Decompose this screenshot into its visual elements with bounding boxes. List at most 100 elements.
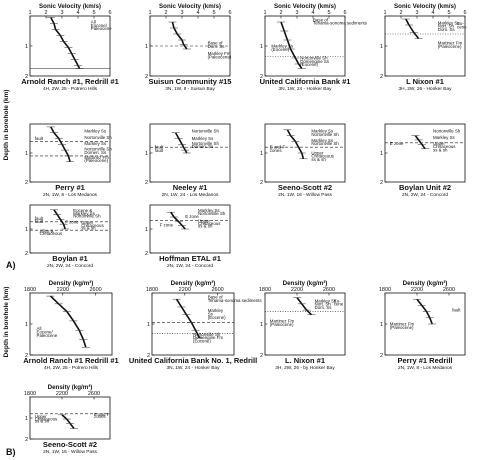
x-tick-label: 2600: [211, 287, 223, 293]
chart-annotation: Domengine Fm: [193, 335, 223, 340]
chart-12: Density (kg/m³) 1800 2200 2600 1 2 Base ofTeha…: [129, 280, 263, 371]
chart-annotation: Markley Ss: [198, 208, 221, 213]
chart-annotation: Paleocene: [37, 333, 58, 338]
series-line: [405, 18, 420, 39]
chart-3: Sonic Velocity (km/s) 1 2 3 4 5 6 1 2 Base ofTeha…: [260, 3, 368, 92]
y-tick-label: 2: [145, 251, 148, 257]
x-tick-label: 3: [180, 10, 183, 16]
y-tick-label: 2: [260, 180, 263, 186]
chart-annotation: Cretaceous: [81, 223, 104, 228]
x-tick-label: 6: [463, 10, 466, 16]
x-tick-label: 2200: [56, 391, 68, 397]
x-tick-label: 2200: [179, 287, 191, 293]
chart-title: Suisun Community #15: [149, 77, 232, 86]
x-tick-label: 5: [92, 10, 95, 16]
x-tick-label: 2: [164, 10, 167, 16]
chart-annotation: Cretaceous: [40, 231, 63, 236]
chart-annotation: Domen. Ss: [192, 144, 215, 149]
x-tick-label: 4: [76, 10, 79, 16]
y-tick-label: 2: [147, 353, 150, 359]
x-tick-label: 2600: [88, 391, 100, 397]
x-tick-label: 1800: [259, 287, 271, 293]
chart-annotation: Nortonville Sh: [193, 332, 221, 337]
chart-annotation: fault: [452, 308, 461, 313]
chart-annotation: Nortonville Sh: [300, 56, 328, 61]
plots-group: Sonic Velocity (km/s)1 2 3 4 5 612AllEocene/P…: [21, 3, 467, 455]
x-tick-label: 1: [263, 10, 266, 16]
x-tick-label: 2200: [57, 287, 69, 293]
chart-annotation: Domen. Ss: [84, 150, 107, 155]
chart-title: Boylan #1: [52, 254, 87, 263]
chart-annotation: Markley Ss: [315, 298, 338, 303]
chart-annotation: Markley Ss: [271, 44, 294, 49]
chart-title: Neeley #1: [173, 183, 208, 192]
x-tick-label: 2200: [291, 287, 303, 293]
chart-annotation: Tehama-sonoma sediments: [313, 21, 368, 26]
x-tick-label: 2: [399, 10, 402, 16]
chart-annotation: Nortonville Sh: [198, 211, 226, 216]
chart-title: Arnold Ranch #1, Redrill #1: [21, 77, 119, 86]
x-tick-label: 1800: [24, 287, 36, 293]
chart-annotation: fault: [35, 219, 44, 224]
chart-annotation: zones: [94, 414, 107, 419]
chart-annotation: cene: [334, 302, 344, 307]
chart-frame: [29, 204, 111, 254]
panel-a-label: A): [6, 260, 16, 270]
y-tick-label: 2: [260, 353, 263, 359]
series-line: [175, 298, 201, 339]
series-line: [286, 129, 305, 160]
chart-title: Seeno-Scott #2: [43, 440, 97, 449]
x-tick-label: 6: [108, 10, 111, 16]
y-tick-label: 1: [380, 322, 383, 328]
y-tick-label: 2: [145, 74, 148, 80]
chart-1: Sonic Velocity (km/s) 1 2 3 4 5 6 1 2 AllEocene/P…: [21, 3, 119, 92]
chart-annotation: cene: [457, 24, 467, 29]
series-line: [414, 135, 426, 150]
chart-13: Density (kg/m³) 1800 2200 2600 1 2 Markley SsN…: [259, 280, 346, 371]
y-tick-label: 1: [147, 322, 150, 328]
top-axis-label: Sonic Velocity (km/s): [274, 3, 336, 10]
chart-annotation: ss & sh: [311, 157, 326, 162]
chart-frame: [29, 15, 111, 77]
y-tick-label: 2: [25, 180, 28, 186]
chart-subtitle: 3N, 1W, 24 - Honker Bay: [166, 365, 220, 371]
y-tick-label: 1: [380, 44, 383, 50]
top-axis-label: Density (kg/m³): [48, 384, 93, 391]
chart-frame: [384, 292, 466, 356]
chart-annotation: Markley Ss: [433, 135, 456, 140]
chart-annotation: E and F: [94, 412, 110, 417]
x-tick-label: 5: [212, 10, 215, 16]
chart-annotation: Eocene/: [91, 23, 108, 28]
chart-annotation: Martinez Fm: [390, 322, 415, 327]
chart-title: Seeno-Scott #2: [278, 183, 332, 192]
chart-annotation: (Eocene): [208, 315, 226, 320]
chart-subtitle: 2N, 2W, 24 - Concord: [402, 192, 448, 198]
y-tick-label: 1: [145, 44, 148, 50]
depth-axis-label-b: Depth in borehole (km): [3, 287, 10, 358]
y-tick-label: 1: [25, 416, 28, 422]
top-axis-label: Density (kg/m³): [49, 280, 94, 287]
chart-annotation: Base of: [208, 41, 224, 46]
chart-annotation: Markley Ss: [311, 138, 334, 143]
y-tick-label: 2: [380, 353, 383, 359]
chart-frame: [29, 292, 113, 356]
chart-annotation: ss & sh: [81, 225, 96, 230]
x-tick-label: 1: [383, 10, 386, 16]
chart-annotation: zones: [270, 148, 283, 153]
chart-annotation: (Paleocene): [438, 44, 462, 49]
y-tick-label: 1: [380, 151, 383, 157]
chart-frame: [149, 204, 231, 254]
chart-annotation: (Eocene): [300, 62, 318, 67]
y-tick-label: 1: [25, 227, 28, 233]
chart-annotation: Cretaceous: [35, 416, 58, 421]
x-tick-label: 2600: [89, 287, 101, 293]
chart-title: Boylan Unit #2: [399, 183, 451, 192]
x-tick-label: 1: [28, 10, 31, 16]
chart-subtitle: 4H, 2W, 25 - Potrero Hills: [43, 86, 98, 92]
chart-annotation: Martinez Fm: [84, 155, 109, 160]
chart-annotation: Nortonville Sh: [433, 129, 461, 134]
chart-annotation: ss & sh: [198, 224, 213, 229]
chart-annotation: Upper: [35, 414, 47, 419]
